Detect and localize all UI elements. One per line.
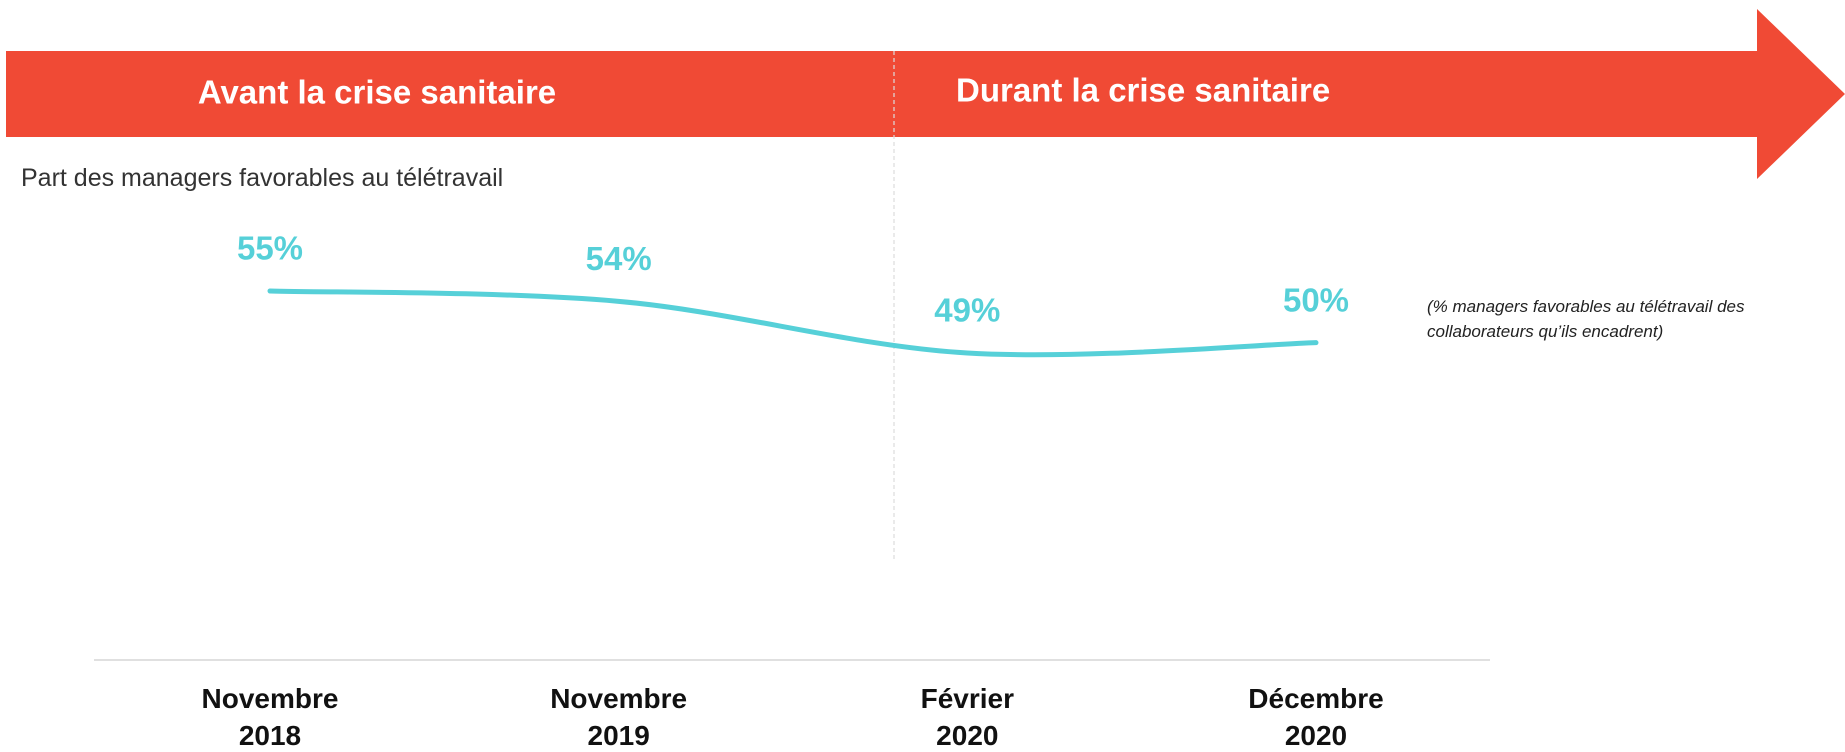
data-label: 50%	[1283, 281, 1349, 318]
x-tick-label: Novembre 2018	[201, 683, 339, 751]
period-label: Avant la crise sanitaire	[198, 74, 556, 111]
chart-title: Part des managers favorables au télétrav…	[21, 164, 504, 192]
data-label: 55%	[237, 230, 303, 267]
data-label: 49%	[934, 292, 1000, 329]
line	[267, 288, 1319, 358]
period-label: Durant la crise sanitaire	[956, 72, 1330, 109]
x-tick-label: Novembre 2019	[550, 683, 688, 751]
data-label: 54%	[586, 240, 652, 277]
x-tick-label: Décembre 2020	[1248, 683, 1384, 751]
timeline-arrow	[6, 9, 1845, 179]
note: (% managers favorables au télétravail de…	[1427, 297, 1745, 341]
x-tick-label: Février 2020	[920, 683, 1015, 751]
